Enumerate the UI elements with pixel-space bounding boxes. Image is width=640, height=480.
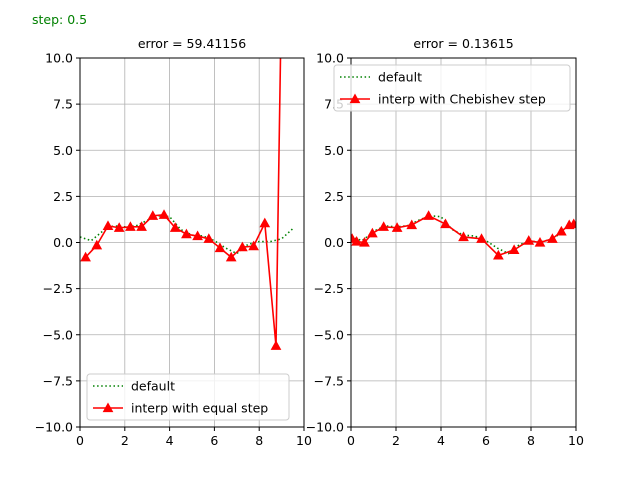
legend-label: interp with equal step [131, 401, 268, 416]
y-tick-label: −10.0 [35, 420, 73, 435]
interp-data-point [91, 239, 103, 250]
interp-data-point [547, 233, 558, 243]
y-tick-label: 10.0 [316, 51, 344, 66]
right-chart-panel: 0246810−10.0−7.5−5.0−2.50.02.55.07.510.0… [306, 36, 584, 448]
interp-data-point [458, 231, 469, 242]
legend: default interp with Chebishev step [333, 64, 571, 112]
x-tick-label: 6 [482, 433, 490, 448]
legend-label: default [131, 379, 175, 394]
series-group [80, 58, 294, 350]
interp-data-point [113, 222, 125, 232]
y-tick-label: −7.5 [314, 373, 344, 388]
interp-data-point [237, 241, 248, 252]
x-tick-label: 0 [76, 433, 84, 448]
interp-data-point [192, 230, 203, 241]
legend-box [86, 373, 290, 421]
y-tick-label: 0.0 [53, 235, 73, 250]
x-tick-label: 4 [437, 433, 445, 448]
y-tick-label: 5.0 [53, 143, 73, 158]
interp-data-point [248, 240, 259, 251]
series-group [351, 210, 576, 260]
x-tick-label: 2 [121, 433, 129, 448]
x-tick-label: 2 [392, 433, 400, 448]
x-tick-label: 0 [347, 433, 355, 448]
left-chart-panel: 0 2 4 6 8 10 −10.0 −7.5 −5.0 −2.5 0.0 2.5 5.0 7.5 10.0… [35, 36, 312, 448]
interp-data-point [406, 219, 418, 230]
interp-data-point [203, 233, 215, 243]
y-tick-label: 2.5 [53, 189, 73, 204]
interp-data-point [158, 209, 170, 219]
interp-data-point [147, 210, 159, 220]
interp-data-point [359, 236, 370, 247]
legend-box [333, 64, 571, 112]
y-tick-label: −5.0 [314, 327, 344, 342]
interp-data-point [102, 220, 114, 230]
interp-data-point [391, 222, 403, 232]
chart-title: error = 59.41156 [138, 36, 246, 51]
interp-data-point [508, 244, 520, 254]
x-tick-label: 8 [255, 433, 263, 448]
step-label: step: 0.5 [32, 12, 87, 27]
interp-data-point [367, 227, 378, 238]
legend-marker-swatch [102, 402, 114, 413]
y-tick-label: −2.5 [314, 281, 344, 296]
y-tick-label: 10.0 [45, 51, 73, 66]
interp-data-point [214, 242, 226, 253]
chart-title: error = 0.13615 [413, 36, 513, 51]
interp-data-point [136, 221, 147, 231]
interp-data-point [80, 251, 91, 262]
y-tick-label: −5.0 [43, 327, 73, 342]
interp-data-point [523, 235, 535, 245]
interp-data-point [568, 218, 576, 229]
y-tick-label: 0.0 [324, 235, 344, 250]
x-tick-label: 10 [568, 433, 584, 448]
y-tick-label: −2.5 [43, 281, 73, 296]
legend-marker-swatch [349, 93, 361, 104]
interp-data-point [423, 210, 434, 220]
interp-data-point [493, 249, 504, 260]
y-tick-label: 7.5 [53, 97, 73, 112]
interp-data-point [556, 225, 567, 236]
interp-data-point [440, 218, 451, 229]
interp-data-point [169, 222, 181, 232]
y-tick-label: 5.0 [324, 143, 344, 158]
x-tick-label: 4 [166, 433, 174, 448]
legend-label: default [378, 70, 422, 85]
legend-label: interp with Chebishev step [378, 92, 546, 107]
interp-data-point [351, 236, 362, 246]
x-tick-label: 6 [210, 433, 218, 448]
y-tick-label: 2.5 [324, 189, 344, 204]
interp-data-point [270, 340, 282, 350]
x-tick-label: 10 [296, 433, 312, 448]
interp-data-point [259, 217, 271, 228]
y-tick-label: −10.0 [306, 420, 344, 435]
interp-data-point [125, 221, 136, 231]
interp-data-point [534, 236, 546, 247]
interp-data-point [476, 233, 487, 243]
legend: default interp with equal step [86, 373, 290, 421]
interp-data-point [181, 228, 192, 239]
x-tick-label: 8 [527, 433, 535, 448]
y-tick-label: −7.5 [43, 373, 73, 388]
interp-data-point [225, 251, 237, 262]
interp-data-point [378, 221, 389, 231]
